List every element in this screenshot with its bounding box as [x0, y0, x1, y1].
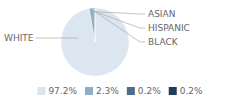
pie	[61, 8, 129, 76]
legend-label: 0.2%	[138, 86, 161, 96]
legend-swatch	[169, 87, 177, 95]
slice-label: BLACK	[148, 37, 179, 47]
legend-swatch	[85, 87, 93, 95]
chart-container: WHITE ASIAN HISPANIC BLACK 97.2% 2.3% 0.2% 0.2%	[0, 0, 240, 100]
leader-line	[36, 38, 78, 39]
slice-label: WHITE	[4, 33, 34, 43]
legend-label: 97.2%	[48, 86, 77, 96]
legend-swatch	[37, 87, 45, 95]
leader-line	[94, 11, 145, 28]
chart: WHITE ASIAN HISPANIC BLACK 97.2% 2.3% 0.2% 0.2%	[0, 0, 240, 100]
pie-slice	[89, 8, 95, 42]
pie-slice	[94, 8, 96, 42]
legend-label: 2.3%	[96, 86, 119, 96]
legend-label: 0.2%	[180, 86, 203, 96]
slice-label: ASIAN	[148, 9, 175, 19]
legend-swatch	[127, 87, 135, 95]
slice-labels: WHITE ASIAN HISPANIC BLACK	[4, 9, 190, 47]
pie-slice	[61, 8, 129, 76]
leader-line	[95, 11, 145, 42]
slice-label: HISPANIC	[148, 23, 190, 33]
legend: 97.2% 2.3% 0.2% 0.2%	[37, 86, 203, 96]
pie-slice	[94, 8, 95, 42]
